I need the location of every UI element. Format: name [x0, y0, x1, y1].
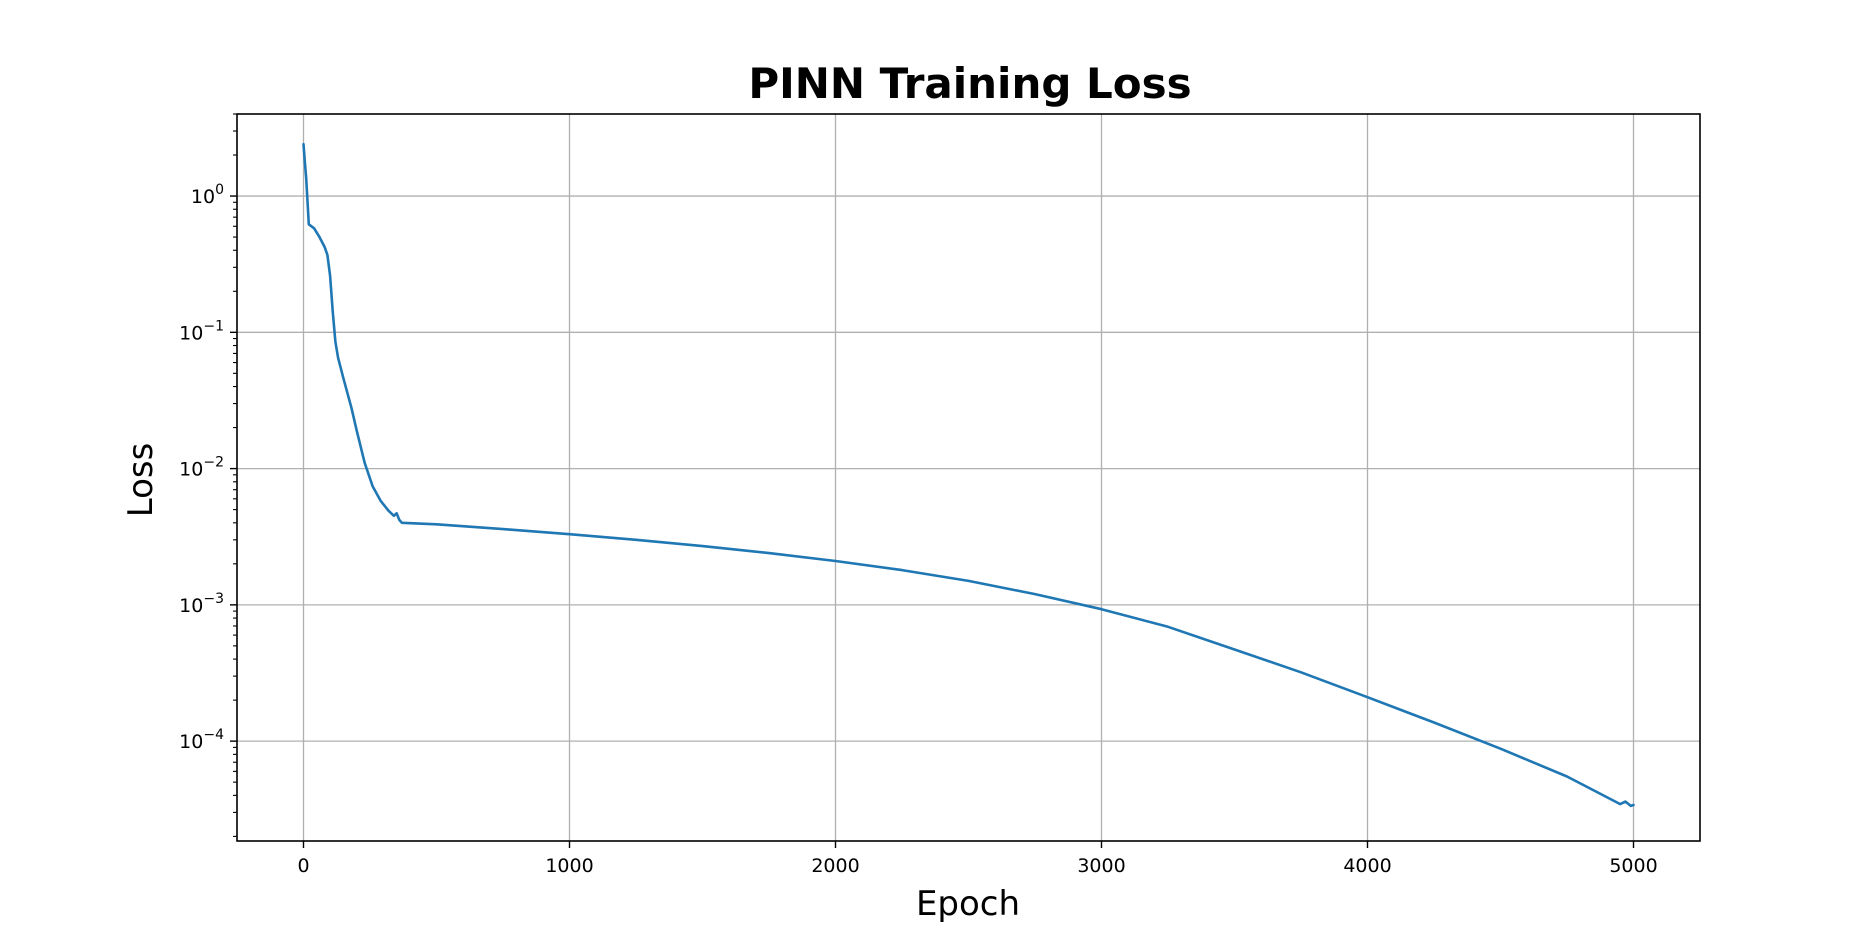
- grid-lines: [237, 114, 1700, 841]
- y-tick-exponent: −2: [203, 455, 224, 471]
- y-tick-label: 100: [191, 182, 224, 208]
- y-tick-base: 10: [179, 595, 203, 617]
- y-tick-base: 10: [179, 322, 203, 344]
- loss-series-line: [302, 142, 1635, 808]
- y-tick-base: 10: [191, 186, 215, 208]
- x-tick-label: 4000: [1343, 855, 1391, 877]
- plot-frame: [236, 113, 1701, 842]
- y-tick-exponent: −3: [203, 591, 224, 607]
- x-tick-label: 2000: [811, 855, 859, 877]
- y-tick-label: 10−3: [179, 591, 224, 617]
- x-tick-label: 3000: [1077, 855, 1125, 877]
- x-axis-label: Epoch: [916, 884, 1020, 924]
- y-tick-base: 10: [179, 731, 203, 753]
- y-tick-exponent: 0: [215, 182, 224, 198]
- y-tick-label: 10−2: [179, 455, 224, 481]
- x-tick-label: 0: [297, 855, 309, 877]
- y-tick-exponent: −4: [203, 727, 224, 743]
- y-tick-base: 10: [179, 459, 203, 481]
- x-axis: 0 1000 2000 3000 4000 5000: [297, 841, 1658, 877]
- y-tick-exponent: −1: [203, 318, 224, 334]
- x-tick-label: 1000: [545, 855, 593, 877]
- y-axis-label: Loss: [121, 443, 161, 518]
- x-tick-label: 5000: [1609, 855, 1657, 877]
- y-tick-label: 10−4: [179, 727, 224, 753]
- chart-title: PINN Training Loss: [748, 59, 1191, 108]
- series-layer: [302, 142, 1635, 808]
- y-tick-label: 10−1: [179, 318, 224, 344]
